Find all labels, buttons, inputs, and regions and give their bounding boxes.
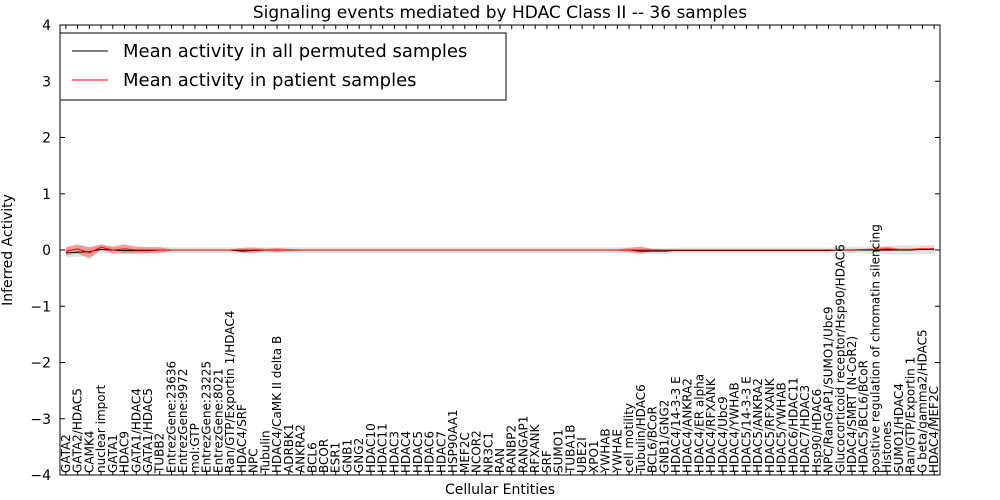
- x-tick-label: HDAC7: [434, 431, 448, 473]
- y-tick-label: 2: [42, 131, 51, 147]
- x-tick-label: YWHAB: [599, 428, 613, 474]
- x-tick-label: XPO1: [587, 440, 601, 473]
- x-tick-label: HDAC4: [399, 431, 413, 473]
- x-tick-label: HDAC4/ANKRA2: [681, 378, 695, 473]
- band-patient: [65, 244, 935, 259]
- x-tick-label: RAN: [493, 448, 507, 473]
- legend-label-permuted: Mean activity in all permuted samples: [123, 41, 467, 62]
- x-tick-label: HDAC9: [118, 431, 132, 473]
- x-tick-label: HDAC4/ER alpha: [692, 374, 706, 473]
- x-tick-label: HDAC4/CaMK II delta B: [270, 336, 284, 473]
- band-permuted: [65, 244, 935, 258]
- x-tick-label: HDAC5: [411, 431, 425, 473]
- x-tick-label: positive regulation of chromatin silenci…: [868, 224, 882, 473]
- x-tick-label: HDAC4/SRF: [235, 404, 249, 473]
- y-tick-label: −2: [30, 356, 51, 372]
- legend: Mean activity in all permuted samples Me…: [59, 32, 507, 101]
- x-tick-label: UBE2I: [575, 437, 589, 473]
- y-axis: 4 3 2 1 0 −1 −2 −3 −4: [30, 18, 940, 484]
- series-lines: [65, 246, 935, 254]
- x-tick-label: HDAC4/RFXANK: [704, 377, 718, 473]
- x-tick-label: BCL6/BCoR: [646, 406, 660, 473]
- x-tick-label: CAMK4: [82, 431, 96, 473]
- x-tick-label: GNG2: [352, 438, 366, 473]
- x-tick-label: Ran/GTP/Exportin 1/HDAC4: [223, 311, 237, 473]
- x-tick-label: HDAC4/YWHAB: [728, 382, 742, 473]
- x-tick-label: EntrezGene:23636: [164, 361, 178, 473]
- x-axis-label: Cellular Entities: [445, 482, 555, 498]
- x-tick-label: SUMO1/HDAC4: [892, 383, 906, 473]
- x-tick-label: NCOR2: [470, 430, 484, 473]
- x-tick-label: ANKRA2: [294, 424, 308, 473]
- x-tick-label: BCOR: [317, 439, 331, 473]
- x-tick-label: HSP90AA1: [446, 409, 460, 473]
- x-tick-label: Tubulin: [258, 430, 272, 474]
- x-tick-label: RANGAP1: [516, 416, 530, 473]
- x-tick-label: HDAC4/14-3-3 E: [669, 376, 683, 473]
- x-tick-label: ADRBK1: [282, 423, 296, 473]
- y-tick-label: −4: [30, 468, 51, 484]
- x-tick-label: cell motility: [622, 403, 636, 473]
- x-tick-label: NPC/RanGAP1/SUMO1/Ubc9: [822, 306, 836, 473]
- x-tick-label: RANBP2: [505, 425, 519, 473]
- x-tick-label: GATA1: [106, 434, 120, 473]
- x-tick-label: HDAC11: [376, 423, 390, 473]
- x-tick-label: nuclear import: [94, 384, 108, 473]
- x-tick-label: YWHAE: [610, 429, 624, 474]
- x-tick-label: HDAC5/14-3-3 E: [739, 376, 753, 473]
- x-tick-label: HDAC5/ANKRA2: [751, 378, 765, 473]
- x-tick-label: HDAC6/HDAC11: [786, 377, 800, 473]
- x-tick-label: HDAC5/RFXANK: [763, 377, 777, 473]
- x-tick-label: TUBA1B: [563, 425, 577, 474]
- y-tick-label: −1: [30, 299, 51, 315]
- confidence-bands: [65, 244, 935, 259]
- x-tick-label: HDAC10: [364, 423, 378, 473]
- x-tick-label: GATA2/HDAC5: [71, 388, 85, 473]
- x-tick-label: mol:GTP: [188, 423, 202, 473]
- line-patient: [65, 246, 935, 254]
- x-tick-label: ESR1: [329, 442, 343, 473]
- x-tick-label: HDAC6: [423, 431, 437, 473]
- y-axis-label: Inferred Activity: [0, 194, 16, 306]
- x-tick-label: Ran/GTP/Exportin 1: [904, 357, 918, 473]
- y-tick-label: 0: [42, 243, 51, 259]
- x-tick-label: RFXANK: [528, 423, 542, 473]
- x-tick-label: EntrezGene:8021: [211, 369, 225, 474]
- y-tick-label: 1: [42, 187, 51, 203]
- x-tick-label: HDAC4/MEF2C: [927, 386, 941, 473]
- x-tick-label: HDAC3: [387, 431, 401, 473]
- x-tick-label: EntrezGene:23225: [200, 361, 214, 473]
- x-tick-label: SUMO1: [552, 429, 566, 473]
- x-tick-label: Histones: [880, 421, 894, 473]
- x-tick-label: BCL6: [305, 442, 319, 473]
- x-tick-label: GATA1/HDAC5: [141, 388, 155, 473]
- x-tick-label: HDAC7/HDAC3: [798, 385, 812, 473]
- x-tick-label: GATA1/HDAC4: [129, 388, 143, 473]
- x-tick-label: NPC: [247, 448, 261, 473]
- x-tick-label: Hsp90/HDAC6: [810, 389, 824, 473]
- y-tick-label: 4: [42, 18, 51, 34]
- x-tick-label: GNB1/GNG2: [657, 400, 671, 473]
- x-tick-label: Tubulin/HDAC6: [634, 384, 648, 474]
- x-tick-label: TUBB2: [153, 433, 167, 474]
- x-tick-label: HDAC5/YWHAB: [775, 382, 789, 473]
- legend-box: [59, 32, 507, 101]
- x-tick-label: NR3C1: [481, 432, 495, 473]
- x-tick-label: GNB1: [340, 439, 354, 473]
- chart-title: Signaling events mediated by HDAC Class …: [253, 3, 747, 23]
- x-tick-label: HDAC5/BCL6/BCoR: [857, 360, 871, 473]
- x-tick-label: HDAC4/Ubc9: [716, 396, 730, 473]
- x-tick-label: SRF: [540, 450, 554, 473]
- x-tick-label: MEF2C: [458, 432, 472, 473]
- x-tick-label: GATA2: [59, 434, 73, 473]
- x-tick-label: G beta/gamma2/HDAC5: [915, 329, 929, 473]
- legend-label-patient: Mean activity in patient samples: [123, 70, 417, 91]
- x-tick-label: Glucocorticoid receptor/Hsp90/HDAC6: [833, 244, 847, 473]
- x-tick-label: EntrezGene:9972: [176, 369, 190, 474]
- y-tick-label: 3: [42, 74, 51, 90]
- y-tick-label: −3: [30, 412, 51, 428]
- x-tick-label: HDAC4/SMRT (N-CoR2): [845, 336, 859, 473]
